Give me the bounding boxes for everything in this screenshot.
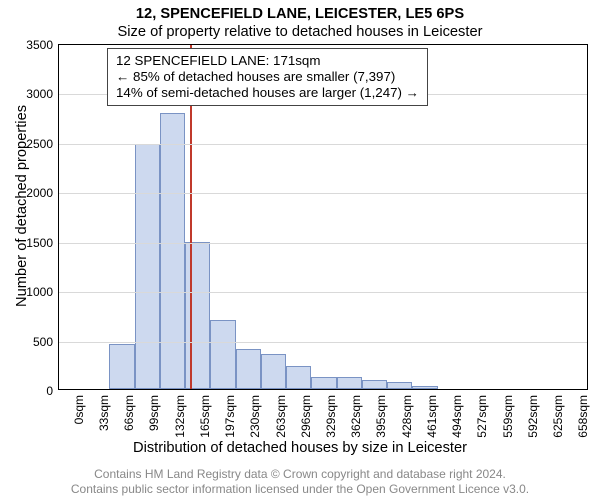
- bar: [362, 380, 387, 389]
- gridline: [59, 342, 587, 343]
- bar: [210, 320, 235, 389]
- gridline: [59, 243, 587, 244]
- bar: [337, 377, 362, 389]
- bar: [261, 354, 286, 389]
- y-tick-label: 500: [33, 335, 59, 349]
- gridline: [59, 144, 587, 145]
- bar: [412, 386, 437, 389]
- bar: [387, 382, 412, 389]
- callout-box: 12 SPENCEFIELD LANE: 171sqm← 85% of deta…: [107, 48, 428, 106]
- y-tick-label: 1000: [26, 285, 59, 299]
- callout-line: 12 SPENCEFIELD LANE: 171sqm: [116, 53, 419, 69]
- x-axis-label: Distribution of detached houses by size …: [0, 440, 600, 456]
- gridline: [59, 193, 587, 194]
- y-tick-label: 3000: [26, 87, 59, 101]
- chart-container: { "title_line1": "12, SPENCEFIELD LANE, …: [0, 0, 600, 500]
- bar: [109, 344, 134, 389]
- y-tick-label: 0: [46, 384, 59, 398]
- bar: [286, 366, 311, 389]
- bar: [236, 349, 261, 389]
- callout-line: ← 85% of detached houses are smaller (7,…: [116, 69, 419, 85]
- footer-credits: Contains HM Land Registry data © Crown c…: [0, 467, 600, 496]
- callout-line: 14% of semi-detached houses are larger (…: [116, 85, 419, 101]
- gridline: [59, 292, 587, 293]
- bar: [160, 113, 185, 389]
- y-tick-label: 2000: [26, 186, 59, 200]
- y-tick-label: 1500: [26, 236, 59, 250]
- chart-title: 12, SPENCEFIELD LANE, LEICESTER, LE5 6PS: [0, 6, 600, 22]
- y-tick-label: 3500: [26, 38, 59, 52]
- bar: [135, 144, 160, 389]
- y-axis-label: Number of detached properties: [14, 105, 30, 307]
- chart-subtitle: Size of property relative to detached ho…: [0, 24, 600, 40]
- footer-line: Contains HM Land Registry data © Crown c…: [0, 467, 600, 481]
- bar: [311, 377, 336, 389]
- y-tick-label: 2500: [26, 137, 59, 151]
- footer-line: Contains public sector information licen…: [0, 482, 600, 496]
